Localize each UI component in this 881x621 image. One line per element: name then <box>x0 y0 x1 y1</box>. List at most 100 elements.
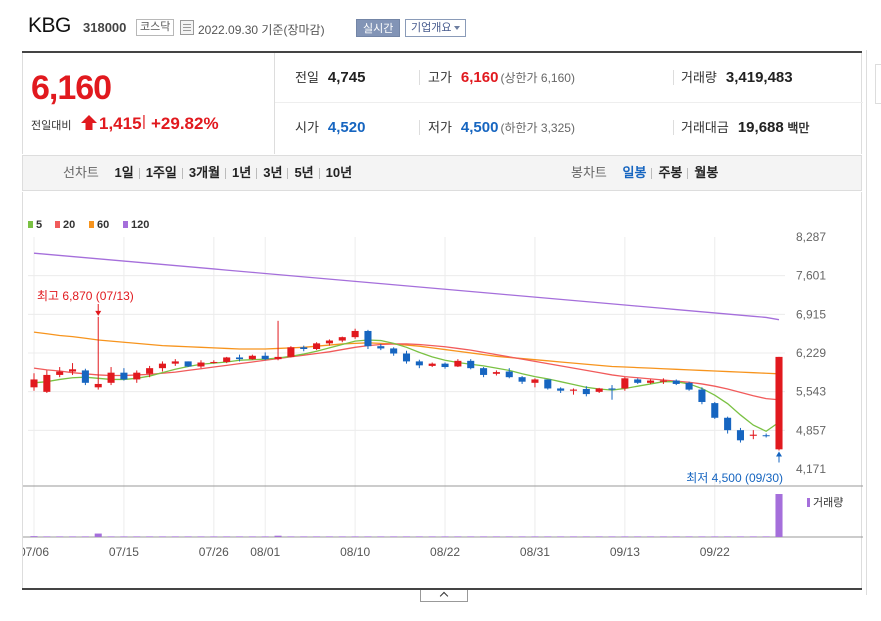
stock-chart: 8,287 7,601 6,915 6,229 5,543 4,857 4,171 5 20 60… <box>22 192 863 588</box>
volume-bar <box>158 536 166 537</box>
volume-bar <box>441 536 449 537</box>
low-annotation: 최저 4,500 (09/30) <box>686 471 783 485</box>
volume-bar <box>595 536 603 537</box>
candle-body <box>544 379 552 389</box>
volume-bar <box>608 536 616 537</box>
realtime-button[interactable]: 실시간 <box>356 19 401 37</box>
tab-candle-2[interactable]: 월봉 <box>687 156 724 190</box>
volume-bar <box>492 536 500 537</box>
candle-body <box>274 356 282 360</box>
volume-bar <box>531 536 539 537</box>
candle-body <box>69 369 77 372</box>
trade-value: 19,688 <box>737 119 784 136</box>
candle-body <box>351 330 359 338</box>
volume-bar <box>351 536 359 537</box>
tab-line-3[interactable]: 1년 <box>225 156 257 190</box>
candle-body <box>81 370 89 383</box>
volume-value: 3,419,483 <box>725 69 793 86</box>
volume-bar <box>69 536 77 537</box>
volume-bar <box>762 536 770 537</box>
chart-canvas: 8,287 7,601 6,915 6,229 5,543 4,857 4,171 5 20 60… <box>23 219 863 559</box>
candle-body <box>428 363 436 366</box>
candle-body <box>146 368 154 374</box>
chevron-down-icon <box>454 26 461 31</box>
tab-line-6[interactable]: 10년 <box>318 156 358 190</box>
legend-label: 5 <box>36 219 42 231</box>
volume-bar <box>81 536 89 537</box>
candle-body <box>518 377 526 382</box>
candle-body <box>762 435 770 437</box>
volume-bar <box>685 536 693 537</box>
stock-header: KBG 318000 코스닥 2022.09.30 기준(장마감) 실시간 기업… <box>0 0 881 46</box>
tab-line-4[interactable]: 3년 <box>256 156 288 190</box>
x-tick-label: 07/26 <box>199 545 229 559</box>
volume-bar <box>94 533 102 537</box>
tab-line-2[interactable]: 3개월 <box>181 156 226 190</box>
legend-label: 120 <box>131 219 149 231</box>
volume-bar <box>235 536 244 537</box>
trade-value-unit: 백만 <box>787 121 810 135</box>
prev-close-stat: 전일 4,745 <box>295 53 365 103</box>
volume-label: 거래량 <box>681 70 717 85</box>
company-name: KBG <box>28 14 71 37</box>
prev-close-value: 4,745 <box>327 69 366 86</box>
x-tick-label: 08/31 <box>520 545 550 559</box>
ma120-line <box>33 252 780 321</box>
candle-body <box>30 379 38 388</box>
company-overview-button[interactable]: 기업개요 <box>405 19 467 37</box>
stat-divider <box>673 70 674 85</box>
candle-body <box>749 434 757 436</box>
y-tick-label: 6,915 <box>796 307 826 321</box>
tab-line-1[interactable]: 1주일 <box>138 156 183 190</box>
stats-row: 시가 4,520 저가 4,500 (하한가 3,325) 거래대금 19,688 백만 <box>275 103 863 153</box>
open-stat: 시가 4,520 <box>295 103 365 153</box>
volume-bar <box>415 536 423 537</box>
candle-body <box>736 430 744 441</box>
candle-body <box>248 355 256 360</box>
candle-body <box>210 361 218 363</box>
candle-body <box>158 363 166 369</box>
high-pointer-head <box>95 310 102 316</box>
high-stat: 고가 6,160 (상한가 6,160) <box>428 53 575 103</box>
tab-candle-1[interactable]: 주봉 <box>651 156 688 190</box>
candle-body <box>377 346 385 349</box>
legend-label: 20 <box>63 219 75 231</box>
candle-body <box>647 380 655 383</box>
tab-candle-0[interactable]: 일봉 <box>622 165 647 180</box>
calendar-icon <box>180 20 194 35</box>
market-badge: 코스닥 <box>136 19 175 36</box>
candle-body <box>120 372 128 380</box>
footer-divider <box>22 588 862 590</box>
volume-bar <box>634 536 642 537</box>
x-tick-label: 09/22 <box>700 545 730 559</box>
candle-body <box>467 360 475 369</box>
tab-line-0[interactable]: 1일 <box>114 165 134 180</box>
volume-bar <box>56 536 64 537</box>
stock-code: 318000 <box>83 20 127 35</box>
candle-body <box>197 362 205 367</box>
volume-bar <box>248 536 256 537</box>
candle-body <box>659 380 667 382</box>
line-chart-tabs: 선차트 1일 1주일 3개월 1년 3년 5년 10년 <box>63 156 358 190</box>
collapse-button[interactable] <box>420 590 468 602</box>
tab-line-5[interactable]: 5년 <box>287 156 319 190</box>
candle-body <box>672 380 680 384</box>
x-tick-label: 08/01 <box>250 545 280 559</box>
volume-bar <box>621 536 629 537</box>
volume-legend-swatch <box>807 498 810 507</box>
candle-body <box>595 388 603 392</box>
candle-body <box>325 340 333 344</box>
candle-body <box>313 343 321 349</box>
legend-swatch <box>28 221 33 228</box>
chart-tabs-bar: 선차트 1일 1주일 3개월 1년 3년 5년 10년 봉차트 일봉 주봉 월봉 <box>22 155 862 191</box>
candle-chart-tabs: 봉차트 일봉 주봉 월봉 <box>571 156 724 190</box>
side-panel-edge <box>866 50 881 595</box>
volume-bar <box>120 536 128 537</box>
candle-body <box>171 361 179 364</box>
volume-bar <box>313 536 321 537</box>
candle-body <box>505 371 513 378</box>
x-tick-label: 08/22 <box>430 545 460 559</box>
volume-bar <box>672 536 680 537</box>
volume-bar <box>377 536 385 537</box>
company-overview-label: 기업개요 <box>411 22 452 34</box>
